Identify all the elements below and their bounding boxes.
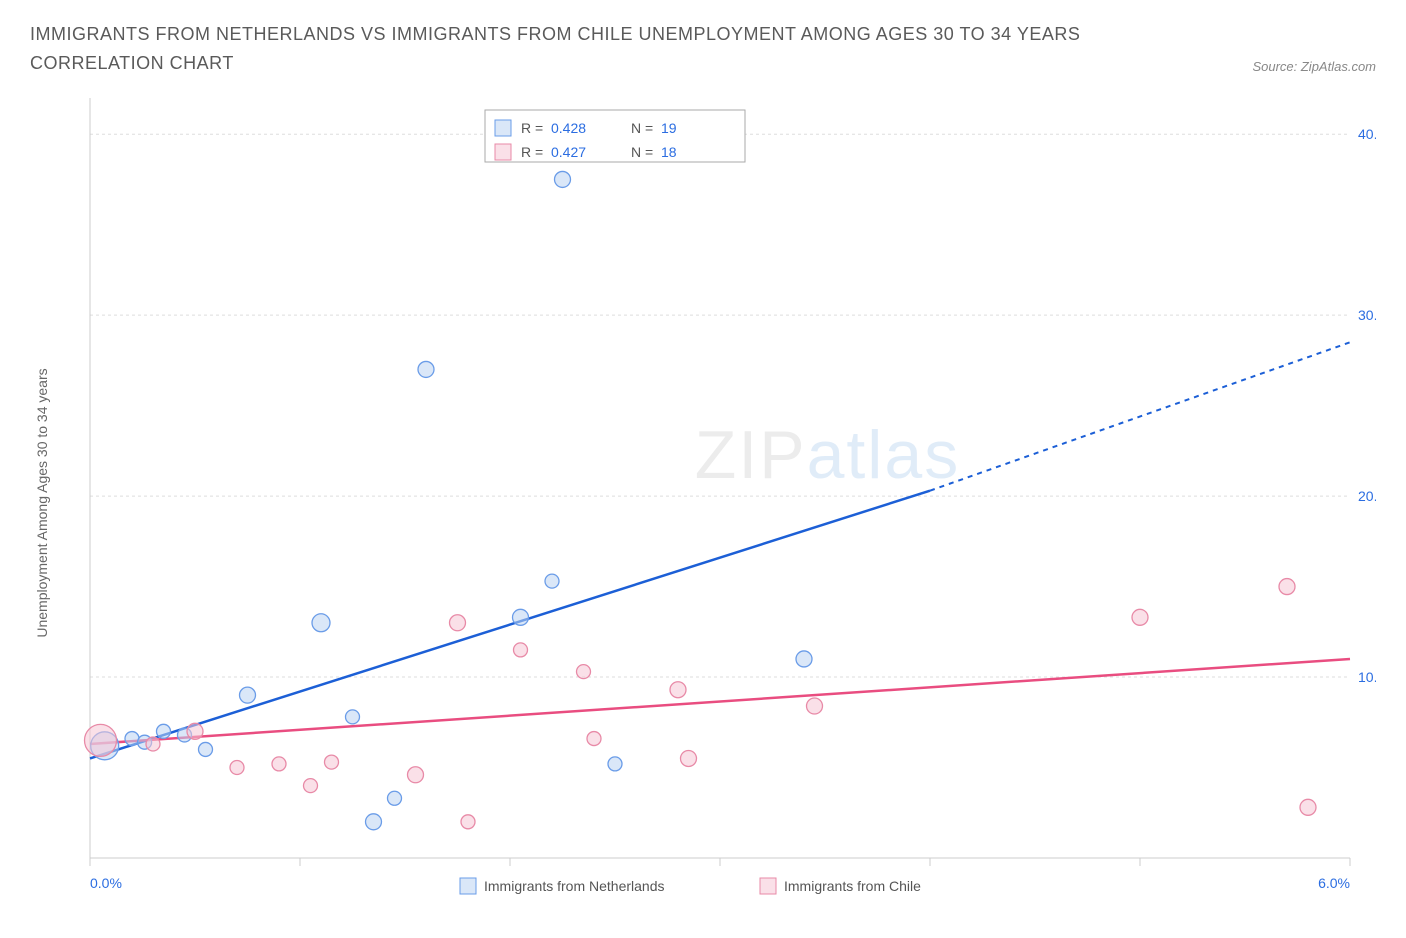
data-point-chile	[325, 755, 339, 769]
data-point-chile	[807, 698, 823, 714]
data-point-chile	[272, 756, 286, 770]
data-point-netherlands	[388, 791, 402, 805]
data-point-chile	[1300, 799, 1316, 815]
y-tick-label: 40.0%	[1358, 126, 1376, 142]
data-point-chile	[1279, 578, 1295, 594]
legend-n-label: N =	[631, 144, 653, 160]
data-point-netherlands	[125, 731, 139, 745]
legend-r-value: 0.427	[551, 144, 586, 160]
legend-r-label: R =	[521, 120, 543, 136]
watermark: ZIPatlas	[695, 417, 960, 493]
data-point-chile	[514, 642, 528, 656]
data-point-netherlands	[418, 361, 434, 377]
bottom-legend-swatch	[460, 878, 476, 894]
data-point-netherlands	[796, 651, 812, 667]
data-point-netherlands	[608, 756, 622, 770]
chart-header: IMMIGRANTS FROM NETHERLANDS VS IMMIGRANT…	[30, 20, 1376, 78]
chart-container: Unemployment Among Ages 30 to 34 years 1…	[30, 88, 1376, 918]
data-point-chile	[681, 750, 697, 766]
x-tick-label: 0.0%	[90, 875, 122, 891]
data-point-netherlands	[157, 724, 171, 738]
data-point-chile	[85, 724, 117, 756]
data-point-chile	[1132, 609, 1148, 625]
bottom-legend: Immigrants from Netherlands Immigrants fr…	[460, 878, 921, 894]
legend-n-value: 19	[661, 120, 677, 136]
data-point-chile	[146, 737, 160, 751]
trend-line-netherlands	[90, 490, 930, 758]
data-point-chile	[587, 731, 601, 745]
data-point-netherlands	[346, 709, 360, 723]
data-point-netherlands	[555, 171, 571, 187]
y-tick-label: 20.0%	[1358, 488, 1376, 504]
legend-n-value: 18	[661, 144, 677, 160]
correlation-chart: 10.0%20.0%30.0%40.0%ZIPatlas0.0%6.0%R = …	[30, 88, 1376, 918]
data-point-netherlands	[312, 613, 330, 631]
data-point-chile	[461, 814, 475, 828]
source-attribution: Source: ZipAtlas.com	[1252, 59, 1376, 78]
data-point-netherlands	[545, 574, 559, 588]
legend-swatch	[495, 120, 511, 136]
bottom-legend-swatch	[760, 878, 776, 894]
data-point-chile	[230, 760, 244, 774]
data-point-netherlands	[366, 813, 382, 829]
legend-n-label: N =	[631, 120, 653, 136]
data-point-chile	[187, 723, 203, 739]
data-point-chile	[304, 778, 318, 792]
bottom-legend-label: Immigrants from Netherlands	[484, 878, 665, 894]
data-point-netherlands	[513, 609, 529, 625]
legend-swatch	[495, 144, 511, 160]
data-point-netherlands	[240, 687, 256, 703]
data-point-chile	[450, 614, 466, 630]
y-tick-label: 10.0%	[1358, 669, 1376, 685]
legend-r-value: 0.428	[551, 120, 586, 136]
data-point-netherlands	[199, 742, 213, 756]
trend-line-chile	[90, 659, 1350, 744]
chart-title: IMMIGRANTS FROM NETHERLANDS VS IMMIGRANT…	[30, 20, 1130, 78]
bottom-legend-label: Immigrants from Chile	[784, 878, 921, 894]
data-point-chile	[577, 664, 591, 678]
y-tick-label: 30.0%	[1358, 307, 1376, 323]
data-point-chile	[408, 766, 424, 782]
legend-r-label: R =	[521, 144, 543, 160]
y-axis-label: Unemployment Among Ages 30 to 34 years	[34, 368, 50, 637]
x-tick-label: 6.0%	[1318, 875, 1350, 891]
data-point-chile	[670, 681, 686, 697]
trend-line-dash-netherlands	[930, 342, 1350, 490]
